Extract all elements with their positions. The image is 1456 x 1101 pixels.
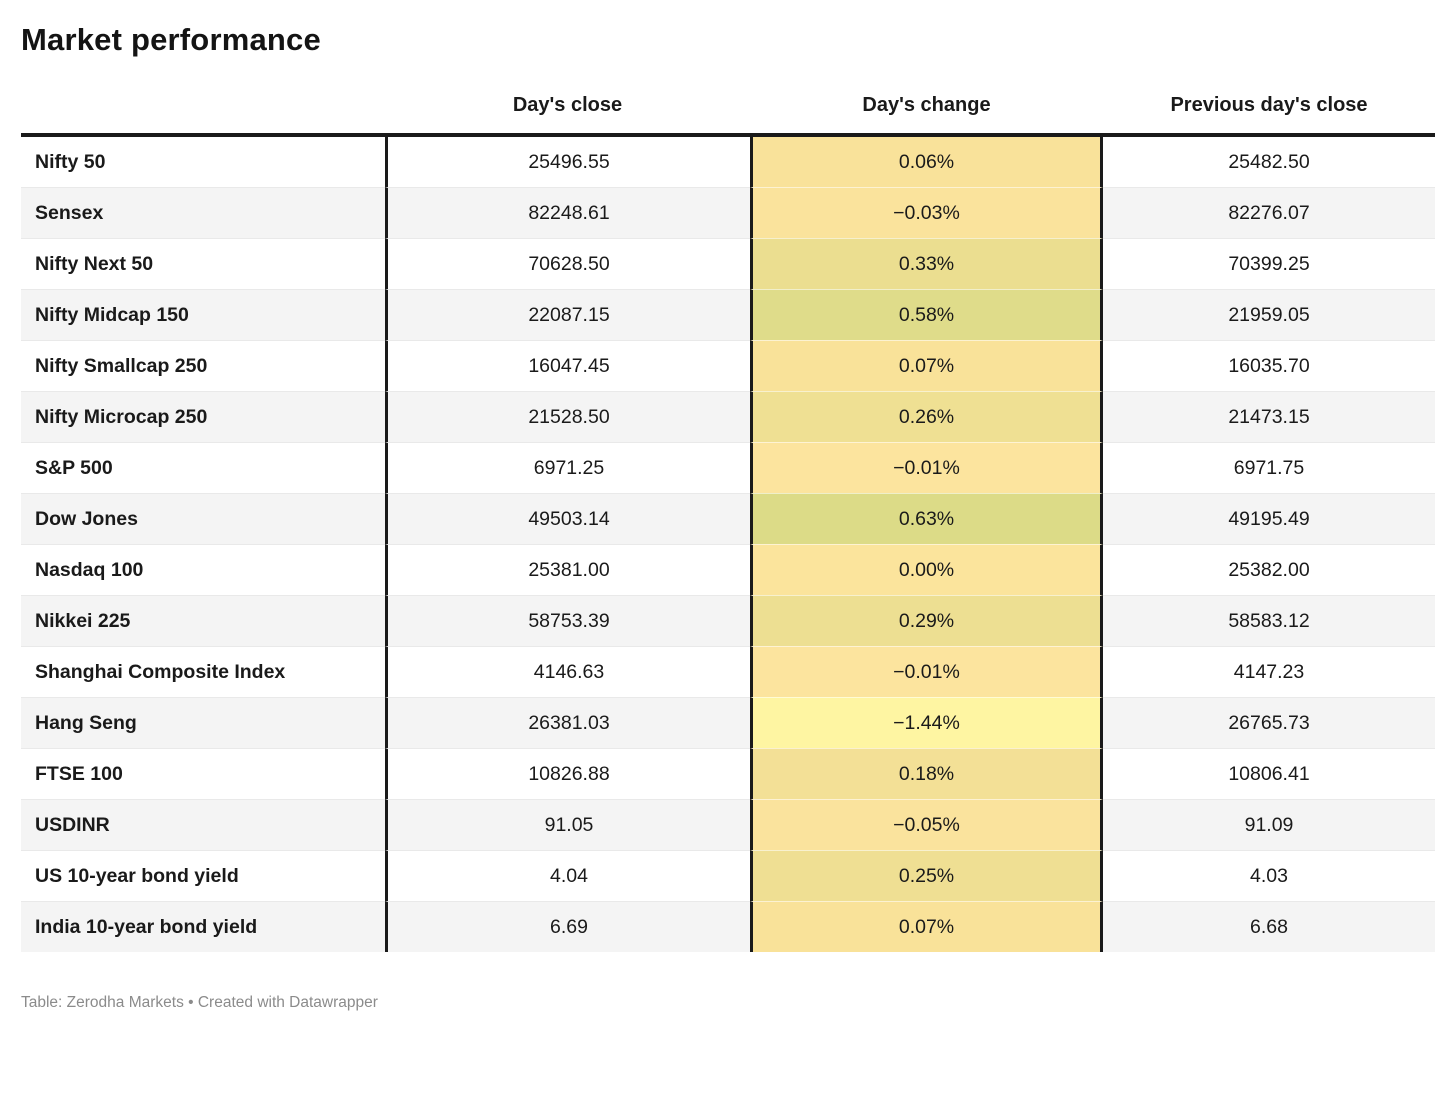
days-close-cell: 49503.14 [385,493,750,544]
previous-days-close-cell: 6971.75 [1103,442,1435,493]
days-change-cell: −0.03% [750,187,1103,238]
row-label: Sensex [21,187,385,238]
column-header-days-close: Day's close [385,94,750,137]
row-label: S&P 500 [21,442,385,493]
row-label: Nifty Midcap 150 [21,289,385,340]
row-label: Nikkei 225 [21,595,385,646]
days-change-cell: 0.25% [750,850,1103,901]
row-label: Dow Jones [21,493,385,544]
page-title: Market performance [21,22,321,57]
column-header-previous-days-close: Previous day's close [1103,94,1435,137]
table-row: USDINR 91.05 −0.05% 91.09 [21,799,1435,850]
days-change-cell: 0.07% [750,901,1103,952]
row-label: Hang Seng [21,697,385,748]
days-close-cell: 25381.00 [385,544,750,595]
previous-days-close-cell: 4147.23 [1103,646,1435,697]
row-label: US 10-year bond yield [21,850,385,901]
table-row: Nikkei 225 58753.39 0.29% 58583.12 [21,595,1435,646]
table-row: Dow Jones 49503.14 0.63% 49195.49 [21,493,1435,544]
days-close-cell: 82248.61 [385,187,750,238]
previous-days-close-cell: 82276.07 [1103,187,1435,238]
days-close-cell: 58753.39 [385,595,750,646]
previous-days-close-cell: 16035.70 [1103,340,1435,391]
table-row: S&P 500 6971.25 −0.01% 6971.75 [21,442,1435,493]
row-label: Nifty Next 50 [21,238,385,289]
days-change-cell: 0.63% [750,493,1103,544]
days-change-cell: −0.01% [750,646,1103,697]
row-label: Nifty 50 [21,137,385,187]
table-row: Nifty Smallcap 250 16047.45 0.07% 16035.70 [21,340,1435,391]
row-label: Nifty Smallcap 250 [21,340,385,391]
days-change-cell: 0.18% [750,748,1103,799]
table-row: Sensex 82248.61 −0.03% 82276.07 [21,187,1435,238]
previous-days-close-cell: 6.68 [1103,901,1435,952]
table-row: US 10-year bond yield 4.04 0.25% 4.03 [21,850,1435,901]
table-row: FTSE 100 10826.88 0.18% 10806.41 [21,748,1435,799]
previous-days-close-cell: 21959.05 [1103,289,1435,340]
previous-days-close-cell: 91.09 [1103,799,1435,850]
days-change-cell: −0.01% [750,442,1103,493]
previous-days-close-cell: 49195.49 [1103,493,1435,544]
days-close-cell: 6.69 [385,901,750,952]
attribution-footer: Table: Zerodha Markets • Created with Da… [21,994,378,1011]
row-label: USDINR [21,799,385,850]
days-change-cell: −0.05% [750,799,1103,850]
days-change-cell: 0.07% [750,340,1103,391]
days-close-cell: 16047.45 [385,340,750,391]
previous-days-close-cell: 26765.73 [1103,697,1435,748]
days-change-cell: 0.33% [750,238,1103,289]
days-close-cell: 6971.25 [385,442,750,493]
previous-days-close-cell: 21473.15 [1103,391,1435,442]
days-change-cell: 0.58% [750,289,1103,340]
table-body: Nifty 50 25496.55 0.06% 25482.50 Sensex 82248… [21,137,1435,952]
previous-days-close-cell: 25482.50 [1103,137,1435,187]
days-close-cell: 26381.03 [385,697,750,748]
row-label: Nasdaq 100 [21,544,385,595]
table-row: Hang Seng 26381.03 −1.44% 26765.73 [21,697,1435,748]
previous-days-close-cell: 10806.41 [1103,748,1435,799]
table-row: Nasdaq 100 25381.00 0.00% 25382.00 [21,544,1435,595]
previous-days-close-cell: 25382.00 [1103,544,1435,595]
days-close-cell: 21528.50 [385,391,750,442]
row-label: Shanghai Composite Index [21,646,385,697]
row-label: FTSE 100 [21,748,385,799]
table-row: Nifty Midcap 150 22087.15 0.58% 21959.05 [21,289,1435,340]
previous-days-close-cell: 4.03 [1103,850,1435,901]
days-change-cell: 0.06% [750,137,1103,187]
days-close-cell: 70628.50 [385,238,750,289]
days-close-cell: 91.05 [385,799,750,850]
row-label: Nifty Microcap 250 [21,391,385,442]
days-change-cell: 0.00% [750,544,1103,595]
days-close-cell: 4146.63 [385,646,750,697]
previous-days-close-cell: 70399.25 [1103,238,1435,289]
days-close-cell: 22087.15 [385,289,750,340]
table-row: Nifty Microcap 250 21528.50 0.26% 21473.15 [21,391,1435,442]
days-change-cell: 0.29% [750,595,1103,646]
days-close-cell: 25496.55 [385,137,750,187]
days-close-cell: 4.04 [385,850,750,901]
days-close-cell: 10826.88 [385,748,750,799]
days-change-cell: 0.26% [750,391,1103,442]
table-row: India 10-year bond yield 6.69 0.07% 6.68 [21,901,1435,952]
table-row: Nifty 50 25496.55 0.06% 25482.50 [21,137,1435,187]
table-header: Day's close Day's change Previous day's … [21,94,1435,137]
previous-days-close-cell: 58583.12 [1103,595,1435,646]
table-row: Shanghai Composite Index 4146.63 −0.01% 414… [21,646,1435,697]
market-performance-table: Day's close Day's change Previous day's … [21,94,1435,952]
column-header-days-change: Day's change [750,94,1103,137]
column-header-label [21,94,385,137]
days-change-cell: −1.44% [750,697,1103,748]
row-label: India 10-year bond yield [21,901,385,952]
table-row: Nifty Next 50 70628.50 0.33% 70399.25 [21,238,1435,289]
